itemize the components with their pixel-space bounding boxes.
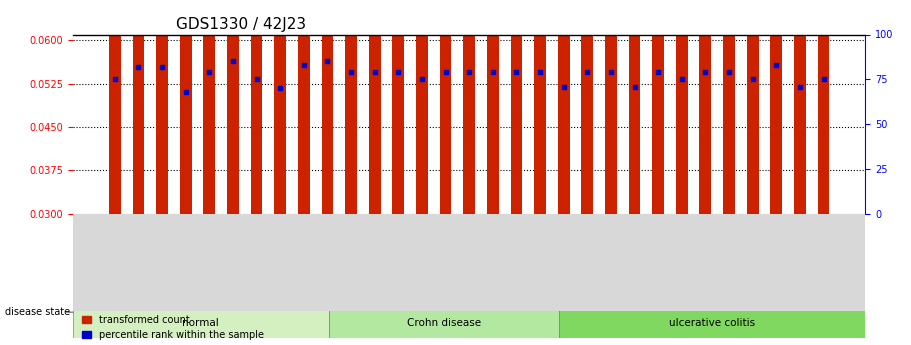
Bar bbox=[203, 0, 215, 214]
Bar bbox=[605, 0, 617, 214]
Bar bbox=[251, 0, 262, 214]
Bar bbox=[156, 0, 168, 214]
Point bbox=[604, 69, 619, 75]
Bar bbox=[534, 0, 546, 214]
FancyBboxPatch shape bbox=[329, 309, 558, 338]
Bar bbox=[416, 0, 428, 214]
Point bbox=[462, 69, 476, 75]
Point bbox=[226, 59, 241, 64]
Bar bbox=[109, 0, 121, 214]
Text: Crohn disease: Crohn disease bbox=[406, 318, 481, 328]
Bar bbox=[652, 0, 664, 214]
Point bbox=[273, 86, 288, 91]
Point bbox=[533, 69, 548, 75]
Bar bbox=[227, 0, 239, 214]
Bar bbox=[393, 0, 404, 214]
Point bbox=[580, 69, 595, 75]
Point bbox=[107, 77, 122, 82]
Bar bbox=[510, 0, 522, 214]
Bar bbox=[464, 0, 475, 214]
Bar bbox=[629, 0, 640, 214]
Point bbox=[320, 59, 334, 64]
Bar bbox=[771, 0, 783, 214]
FancyBboxPatch shape bbox=[73, 214, 865, 310]
Point bbox=[628, 84, 642, 89]
Point bbox=[155, 64, 169, 70]
Point bbox=[296, 62, 311, 68]
Bar bbox=[486, 0, 498, 214]
Bar bbox=[676, 0, 688, 214]
Bar bbox=[747, 0, 759, 214]
Bar bbox=[440, 0, 452, 214]
Point bbox=[650, 69, 665, 75]
Point bbox=[557, 84, 571, 89]
Text: normal: normal bbox=[182, 318, 219, 328]
Point bbox=[415, 77, 429, 82]
Point bbox=[816, 77, 831, 82]
Point bbox=[698, 69, 712, 75]
Bar bbox=[132, 0, 144, 214]
Text: GDS1330 / 42J23: GDS1330 / 42J23 bbox=[176, 17, 306, 32]
Bar bbox=[369, 0, 381, 214]
Bar bbox=[558, 0, 569, 214]
Text: disease state: disease state bbox=[5, 307, 69, 317]
Point bbox=[769, 62, 783, 68]
Point bbox=[250, 77, 264, 82]
Legend: transformed count, percentile rank within the sample: transformed count, percentile rank withi… bbox=[77, 311, 268, 344]
Bar bbox=[274, 29, 286, 214]
Point bbox=[745, 77, 760, 82]
Point bbox=[674, 77, 689, 82]
Point bbox=[179, 89, 193, 95]
Bar bbox=[817, 3, 829, 214]
Bar bbox=[179, 33, 191, 214]
Point bbox=[367, 69, 382, 75]
FancyBboxPatch shape bbox=[73, 309, 329, 338]
Point bbox=[343, 69, 358, 75]
Point bbox=[486, 69, 500, 75]
Bar bbox=[298, 0, 310, 214]
Bar bbox=[322, 0, 333, 214]
FancyBboxPatch shape bbox=[558, 309, 865, 338]
Bar bbox=[581, 0, 593, 214]
Text: ulcerative colitis: ulcerative colitis bbox=[669, 318, 755, 328]
Point bbox=[793, 84, 807, 89]
Point bbox=[202, 69, 217, 75]
Point bbox=[722, 69, 736, 75]
Point bbox=[391, 69, 405, 75]
Bar bbox=[345, 0, 357, 214]
Bar bbox=[700, 0, 711, 214]
Point bbox=[131, 64, 146, 70]
Point bbox=[438, 69, 453, 75]
Bar bbox=[723, 0, 735, 214]
Bar bbox=[794, 0, 806, 214]
Point bbox=[509, 69, 524, 75]
